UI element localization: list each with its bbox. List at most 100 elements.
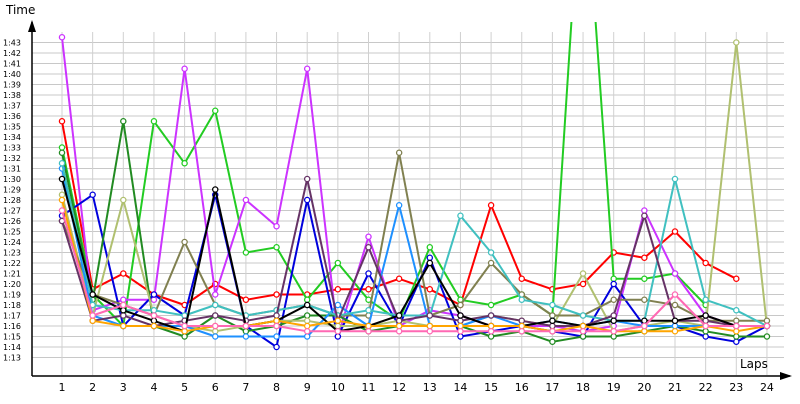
data-point <box>426 285 434 293</box>
data-point <box>150 291 158 298</box>
data-point <box>702 333 709 340</box>
y-tick-label: 1:36 <box>3 112 21 121</box>
data-point <box>487 249 495 256</box>
data-point <box>671 327 679 335</box>
data-point <box>610 312 617 319</box>
data-point <box>671 228 679 235</box>
data-point <box>395 312 403 319</box>
data-point <box>610 275 617 282</box>
data-point <box>334 301 342 309</box>
y-tick-label: 1:22 <box>3 259 21 268</box>
data-point <box>211 322 219 330</box>
y-tick-label: 1:29 <box>3 186 21 195</box>
data-point <box>457 327 464 335</box>
data-point <box>211 327 219 335</box>
x-tick-label: 8 <box>273 381 280 394</box>
y-tick-label: 1:23 <box>3 249 21 258</box>
data-point <box>303 196 311 204</box>
series-line <box>58 175 771 330</box>
data-point <box>549 322 556 330</box>
x-tick-label: 24 <box>760 381 774 394</box>
y-tick-label: 1:24 <box>3 238 21 247</box>
data-point <box>610 327 617 335</box>
data-point <box>395 327 403 335</box>
data-point <box>457 312 464 319</box>
data-point <box>273 222 280 230</box>
x-tick-label: 4 <box>150 381 157 394</box>
data-point <box>426 322 434 330</box>
data-point <box>457 333 464 340</box>
data-point <box>150 118 158 125</box>
data-point <box>303 322 311 330</box>
data-point <box>150 296 158 303</box>
data-point <box>120 270 127 277</box>
x-tick-label: 9 <box>304 381 311 394</box>
data-point <box>89 312 96 319</box>
data-point <box>487 327 495 335</box>
data-point <box>487 333 495 340</box>
data-point <box>334 259 342 267</box>
data-point <box>334 333 342 340</box>
y-tick-label: 1:40 <box>3 70 21 79</box>
data-point <box>120 322 127 330</box>
data-point <box>334 285 342 293</box>
x-tick-label: 15 <box>484 381 498 394</box>
data-point <box>89 191 96 198</box>
data-point <box>549 317 556 324</box>
data-point <box>702 327 709 335</box>
data-point <box>549 327 556 335</box>
y-tick-label: 1:37 <box>3 102 21 111</box>
data-point <box>457 301 464 309</box>
data-point <box>579 280 587 288</box>
y-tick-label: 1:35 <box>3 123 21 132</box>
data-point <box>58 207 66 214</box>
data-point <box>671 322 679 330</box>
data-point <box>641 212 648 219</box>
data-point <box>89 317 96 324</box>
y-tick-label: 1:43 <box>3 39 21 48</box>
tick-labels: 1:13 1:141:15 1:161:17 1:181:19 1:201:21 1:22… <box>3 39 774 395</box>
data-point <box>733 322 740 330</box>
y-tick-label: 1:16 <box>3 322 21 331</box>
x-tick-label: 20 <box>637 381 651 394</box>
series-path <box>61 199 768 333</box>
data-point <box>150 317 158 324</box>
x-tick-label: 22 <box>699 381 713 394</box>
data-point <box>120 306 127 314</box>
data-point <box>641 207 648 214</box>
data-point <box>641 327 648 335</box>
data-point <box>211 312 219 319</box>
data-point <box>150 306 158 314</box>
data-point <box>702 312 709 319</box>
data-point <box>242 327 250 335</box>
data-point <box>610 317 617 324</box>
data-point <box>365 243 372 251</box>
data-point <box>242 333 250 340</box>
data-point <box>487 201 495 209</box>
data-point <box>641 275 648 282</box>
data-point <box>733 317 740 324</box>
series-path <box>61 151 767 322</box>
data-point <box>702 317 709 324</box>
data-point <box>89 291 96 298</box>
axes <box>28 20 792 380</box>
data-point <box>579 333 587 340</box>
data-point <box>273 317 280 324</box>
data-point <box>303 317 311 324</box>
x-tick-label: 23 <box>729 381 743 394</box>
data-point <box>211 301 219 309</box>
y-tick-label: 1:20 <box>3 280 21 289</box>
data-point <box>671 317 679 324</box>
data-point <box>395 201 403 209</box>
y-axis-title: Time <box>5 3 35 17</box>
data-point <box>487 259 495 267</box>
data-point <box>671 175 679 183</box>
data-point <box>671 291 679 298</box>
data-point <box>273 333 280 340</box>
data-point <box>702 296 709 303</box>
y-tick-label: 1:18 <box>3 301 21 310</box>
y-tick-label: 1:15 <box>3 333 21 342</box>
x-tick-label: 13 <box>423 381 437 394</box>
x-tick-label: 7 <box>242 381 249 394</box>
data-point <box>610 333 617 340</box>
